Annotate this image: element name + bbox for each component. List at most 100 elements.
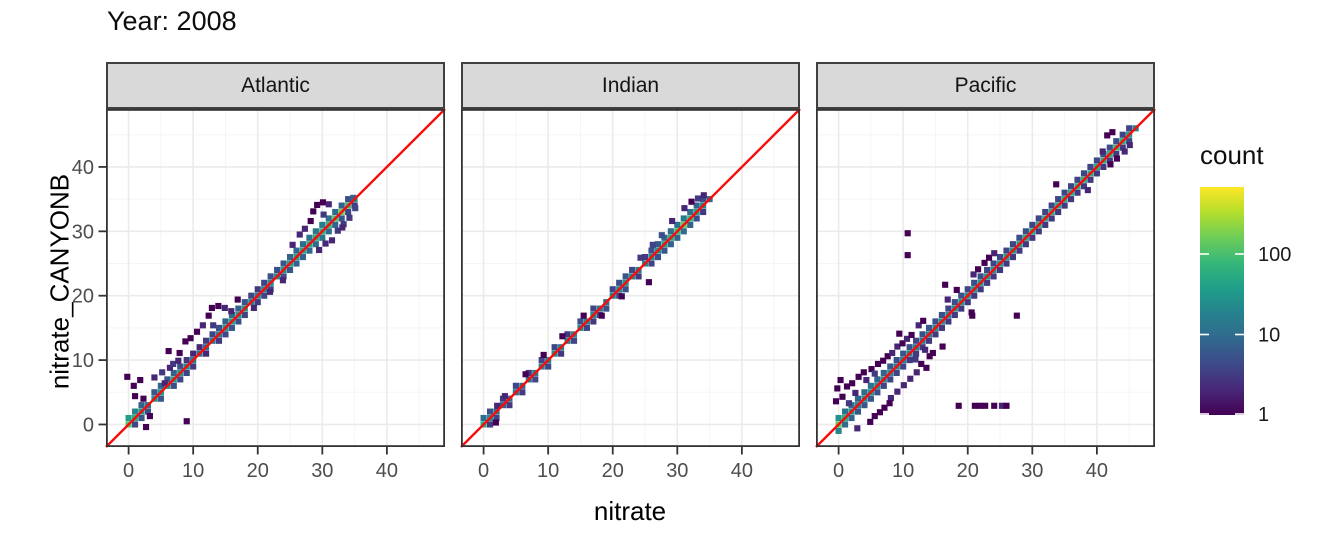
density-bin — [1074, 189, 1081, 196]
density-bin — [990, 260, 997, 267]
x-tick-label: 30 — [311, 460, 333, 482]
density-bin — [616, 279, 623, 286]
density-bin — [151, 374, 158, 381]
density-bin — [345, 196, 352, 203]
density-bin — [1048, 202, 1055, 209]
density-bin — [904, 252, 911, 259]
density-bin — [590, 305, 597, 312]
density-bin — [906, 344, 913, 351]
density-bin — [312, 228, 319, 235]
density-bin — [1003, 260, 1010, 267]
density-bin — [228, 308, 235, 315]
density-bin — [688, 198, 695, 205]
density-bin — [855, 373, 862, 380]
density-bin — [984, 266, 991, 274]
density-bin — [1126, 138, 1133, 145]
density-bin — [637, 254, 644, 261]
density-bin — [1029, 234, 1036, 241]
density-bin — [183, 357, 190, 364]
density-bin — [506, 402, 513, 409]
density-bin — [635, 273, 642, 280]
density-bin — [319, 199, 327, 206]
density-bin — [538, 357, 545, 364]
density-bin — [540, 351, 547, 359]
density-bin — [953, 286, 960, 293]
density-bin — [951, 299, 958, 306]
density-bin — [159, 369, 166, 376]
density-bin — [887, 395, 894, 402]
density-bin — [1003, 247, 1010, 254]
density-bin — [138, 414, 145, 422]
x-tick-label: 10 — [182, 460, 204, 482]
density-bin — [234, 296, 241, 303]
density-bin — [693, 215, 700, 222]
density-bin — [492, 419, 499, 426]
density-bin — [1080, 183, 1088, 190]
density-bin — [334, 227, 341, 234]
density-bin — [1093, 170, 1100, 177]
density-bin — [183, 418, 190, 425]
density-bin — [871, 413, 878, 420]
density-bin — [863, 376, 870, 384]
x-tick-label: 20 — [247, 460, 269, 482]
density-bin — [310, 208, 317, 215]
density-bin — [976, 402, 984, 409]
density-bin — [889, 349, 896, 357]
density-bin — [1053, 181, 1060, 188]
density-bin — [1022, 241, 1029, 248]
density-bin — [629, 266, 636, 274]
density-bin — [598, 312, 605, 319]
density-bin — [125, 414, 132, 422]
x-tick-label: 0 — [833, 460, 844, 482]
density-bin — [955, 402, 962, 409]
density-bin — [170, 369, 177, 377]
density-bin — [228, 311, 235, 319]
density-bin — [519, 389, 526, 396]
density-bin — [512, 382, 519, 389]
identity-line — [815, 108, 1156, 448]
density-bin — [187, 335, 194, 342]
density-bin — [694, 195, 702, 202]
density-bin — [880, 357, 887, 364]
density-bin — [867, 418, 874, 425]
density-bin — [210, 322, 217, 329]
x-tick-label: 10 — [892, 460, 914, 482]
density-bin — [880, 369, 887, 377]
density-bin — [991, 250, 998, 257]
density-bin — [971, 292, 978, 299]
density-bin — [700, 192, 707, 199]
panel-atlantic: 0 10 20 30 40 0 10 20 30 40 — [72, 108, 446, 482]
density-bin — [280, 260, 287, 267]
density-bin — [196, 344, 203, 351]
density-bin — [1106, 157, 1113, 164]
density-bin — [835, 427, 842, 434]
density-bin — [1106, 144, 1113, 151]
density-bin — [165, 348, 172, 355]
density-bin — [312, 241, 319, 248]
density-bin — [658, 232, 665, 239]
density-bin — [913, 337, 920, 344]
density-bin — [618, 293, 625, 300]
density-bin — [235, 305, 242, 312]
density-bin — [919, 331, 926, 338]
density-bin — [314, 201, 321, 208]
density-bin — [887, 376, 894, 383]
density-bin — [654, 254, 662, 261]
density-bin — [674, 221, 681, 228]
density-bin — [1087, 163, 1094, 171]
density-bin — [235, 318, 242, 325]
legend: count 1 10 100 — [1198, 140, 1338, 432]
density-bin — [693, 202, 700, 209]
panel-border — [815, 108, 1156, 448]
density-bin — [1042, 221, 1049, 228]
density-bin — [558, 350, 565, 357]
density-bin — [680, 228, 687, 235]
density-bin — [971, 402, 978, 409]
density-bin — [319, 234, 326, 241]
density-bin — [486, 421, 494, 428]
density-bin — [545, 363, 552, 370]
density-bin — [222, 318, 229, 325]
density-bin — [1009, 241, 1017, 248]
density-bin — [929, 349, 936, 357]
